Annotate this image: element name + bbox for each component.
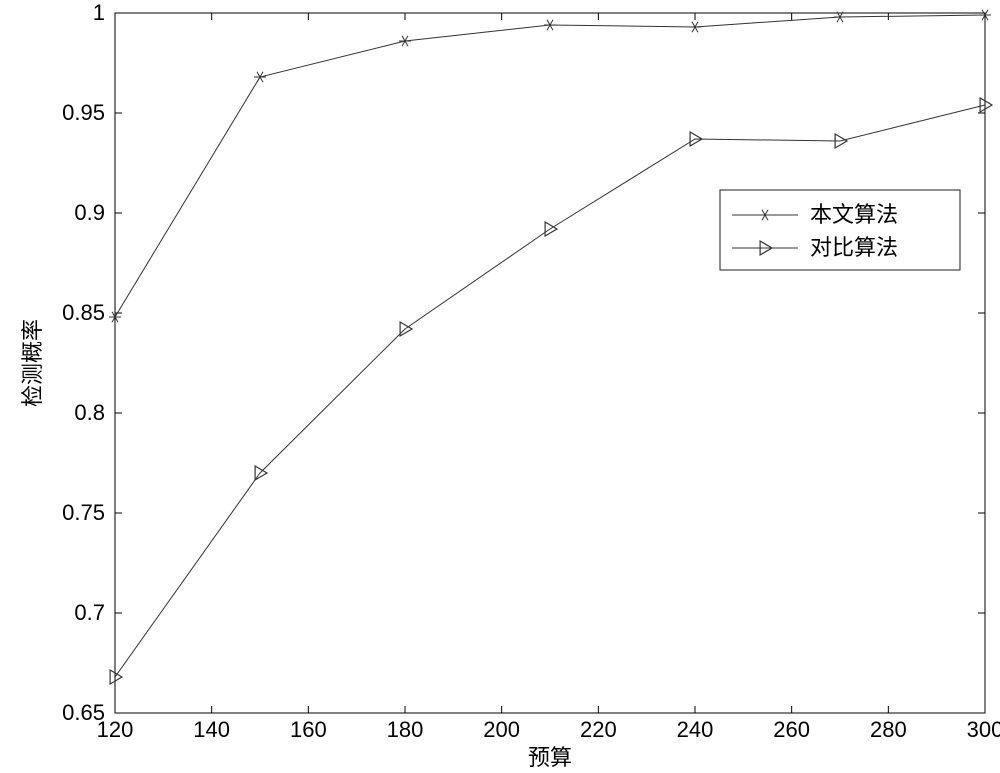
series-line-a (115, 15, 985, 317)
x-tick-label: 160 (290, 717, 327, 742)
x-tick-label: 300 (967, 717, 1000, 742)
x-tick-label: 220 (580, 717, 617, 742)
marker-b (980, 98, 992, 112)
x-axis-label: 预算 (528, 745, 572, 770)
chart-container: 1201401601802002202402602803000.650.70.7… (0, 0, 1000, 773)
y-tick-label: 0.85 (62, 300, 105, 325)
y-tick-label: 0.8 (74, 400, 105, 425)
y-tick-label: 0.95 (62, 100, 105, 125)
marker-b (110, 670, 122, 684)
y-tick-label: 0.75 (62, 500, 105, 525)
line-chart: 1201401601802002202402602803000.650.70.7… (0, 0, 1000, 773)
plot-border (115, 13, 985, 713)
x-tick-label: 280 (870, 717, 907, 742)
y-tick-label: 0.65 (62, 700, 105, 725)
x-tick-label: 240 (677, 717, 714, 742)
x-tick-label: 260 (773, 717, 810, 742)
legend-label-b: 对比算法 (810, 235, 898, 260)
y-tick-label: 1 (93, 0, 105, 25)
y-tick-label: 0.7 (74, 600, 105, 625)
x-tick-label: 140 (193, 717, 230, 742)
y-axis-label: 检测概率 (20, 319, 45, 407)
marker-b (400, 322, 412, 336)
x-tick-label: 200 (483, 717, 520, 742)
marker-b (545, 222, 557, 236)
legend-label-a: 本文算法 (810, 202, 898, 227)
y-tick-label: 0.9 (74, 200, 105, 225)
x-tick-label: 180 (387, 717, 424, 742)
